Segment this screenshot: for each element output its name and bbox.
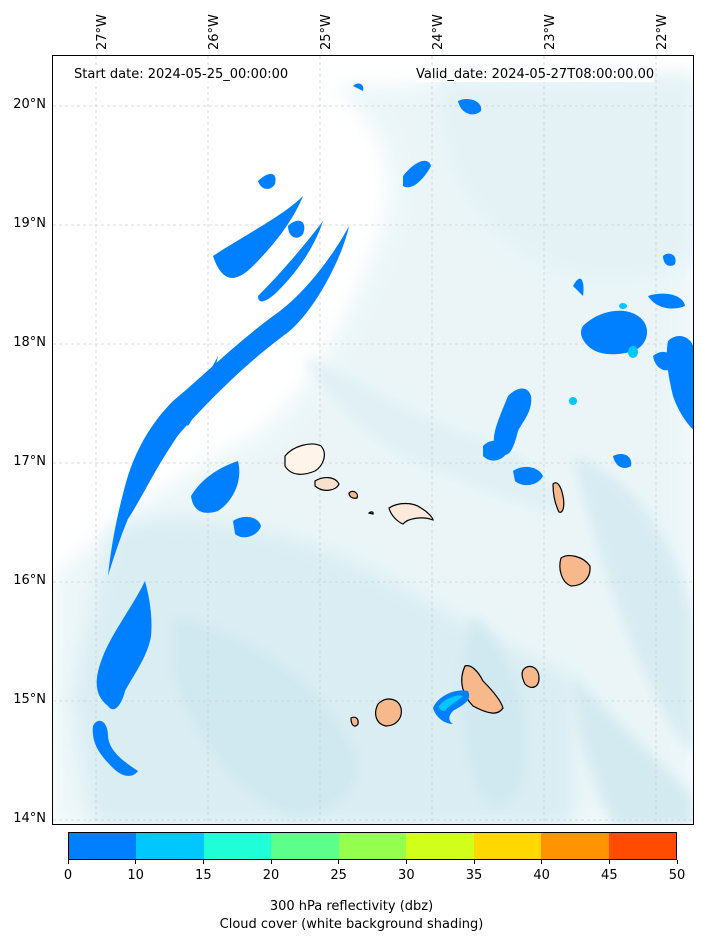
colorbar-segment [69, 833, 137, 859]
colorbar-segment [473, 833, 542, 859]
map-canvas [53, 56, 693, 824]
colorbar-tick-label: 25 [330, 868, 347, 883]
lon-label-22w: 22°W [655, 14, 670, 50]
colorbar-tick-mark [135, 860, 137, 864]
islands [284, 443, 591, 727]
colorbar-tick-mark [270, 860, 272, 864]
colorbar-tick-label: 20 [262, 868, 280, 883]
lat-label-18n: 18°N [13, 335, 46, 350]
lat-label-20n: 20°N [13, 97, 46, 112]
colorbar-label-cloud-cover: Cloud cover (white background shading) [219, 917, 484, 932]
lon-label-23w: 23°W [543, 14, 558, 50]
start-date-label: Start date: 2024-05-25_00:00:00 [74, 67, 289, 82]
colorbar-tick-label: 0 [63, 868, 73, 883]
colorbar-segment [608, 833, 676, 859]
colorbar-segment [541, 833, 609, 859]
map-panel[interactable]: Start date: 2024-05-25_00:00:00 Valid_da… [52, 55, 694, 825]
colorbar-segment [406, 833, 474, 859]
valid-date-label: Valid_date: 2024-05-27T08:00:00.00 [416, 67, 655, 82]
lat-label-16n: 16°N [13, 573, 46, 588]
colorbar-tick-mark [541, 860, 543, 864]
colorbar-tick-mark [676, 860, 678, 864]
colorbar-tick-label: 30 [398, 868, 415, 883]
colorbar-tick-label: 10 [127, 868, 144, 883]
colorbar-segment [338, 833, 407, 859]
colorbar-tick-mark [338, 860, 340, 864]
colorbar-segment [203, 833, 272, 859]
colorbar-tick-label: 50 [668, 868, 686, 883]
lon-label-27w: 27°W [95, 14, 110, 50]
colorbar-tick-label: 45 [601, 868, 618, 883]
colorbar [68, 832, 677, 860]
lat-label-19n: 19°N [13, 216, 46, 231]
colorbar-tick-label: 40 [533, 868, 550, 883]
colorbar-label-reflectivity: 300 hPa reflectivity (dbz) [269, 899, 434, 914]
colorbar-tick-mark [608, 860, 610, 864]
lon-label-24w: 24°W [431, 14, 446, 50]
lat-label-14n: 14°N [13, 811, 46, 826]
reflectivity-cyan [569, 303, 638, 405]
cloud-cover-shading [53, 76, 693, 824]
colorbar-tick-label: 15 [195, 868, 212, 883]
reflectivity-ring-inner [439, 695, 463, 711]
lon-label-25w: 25°W [319, 14, 334, 50]
colorbar-tick-mark [67, 860, 69, 864]
lat-label-15n: 15°N [13, 692, 46, 707]
reflectivity-ring [433, 690, 470, 724]
lat-label-17n: 17°N [13, 454, 46, 469]
colorbar-segment [136, 833, 204, 859]
colorbar-tick-mark [202, 860, 204, 864]
lon-label-26w: 26°W [207, 14, 222, 50]
colorbar-tick-label: 35 [465, 868, 483, 883]
colorbar-segment [271, 833, 339, 859]
colorbar-tick-mark [473, 860, 475, 864]
reflectivity-blue [92, 83, 693, 776]
colorbar-tick-mark [405, 860, 407, 864]
